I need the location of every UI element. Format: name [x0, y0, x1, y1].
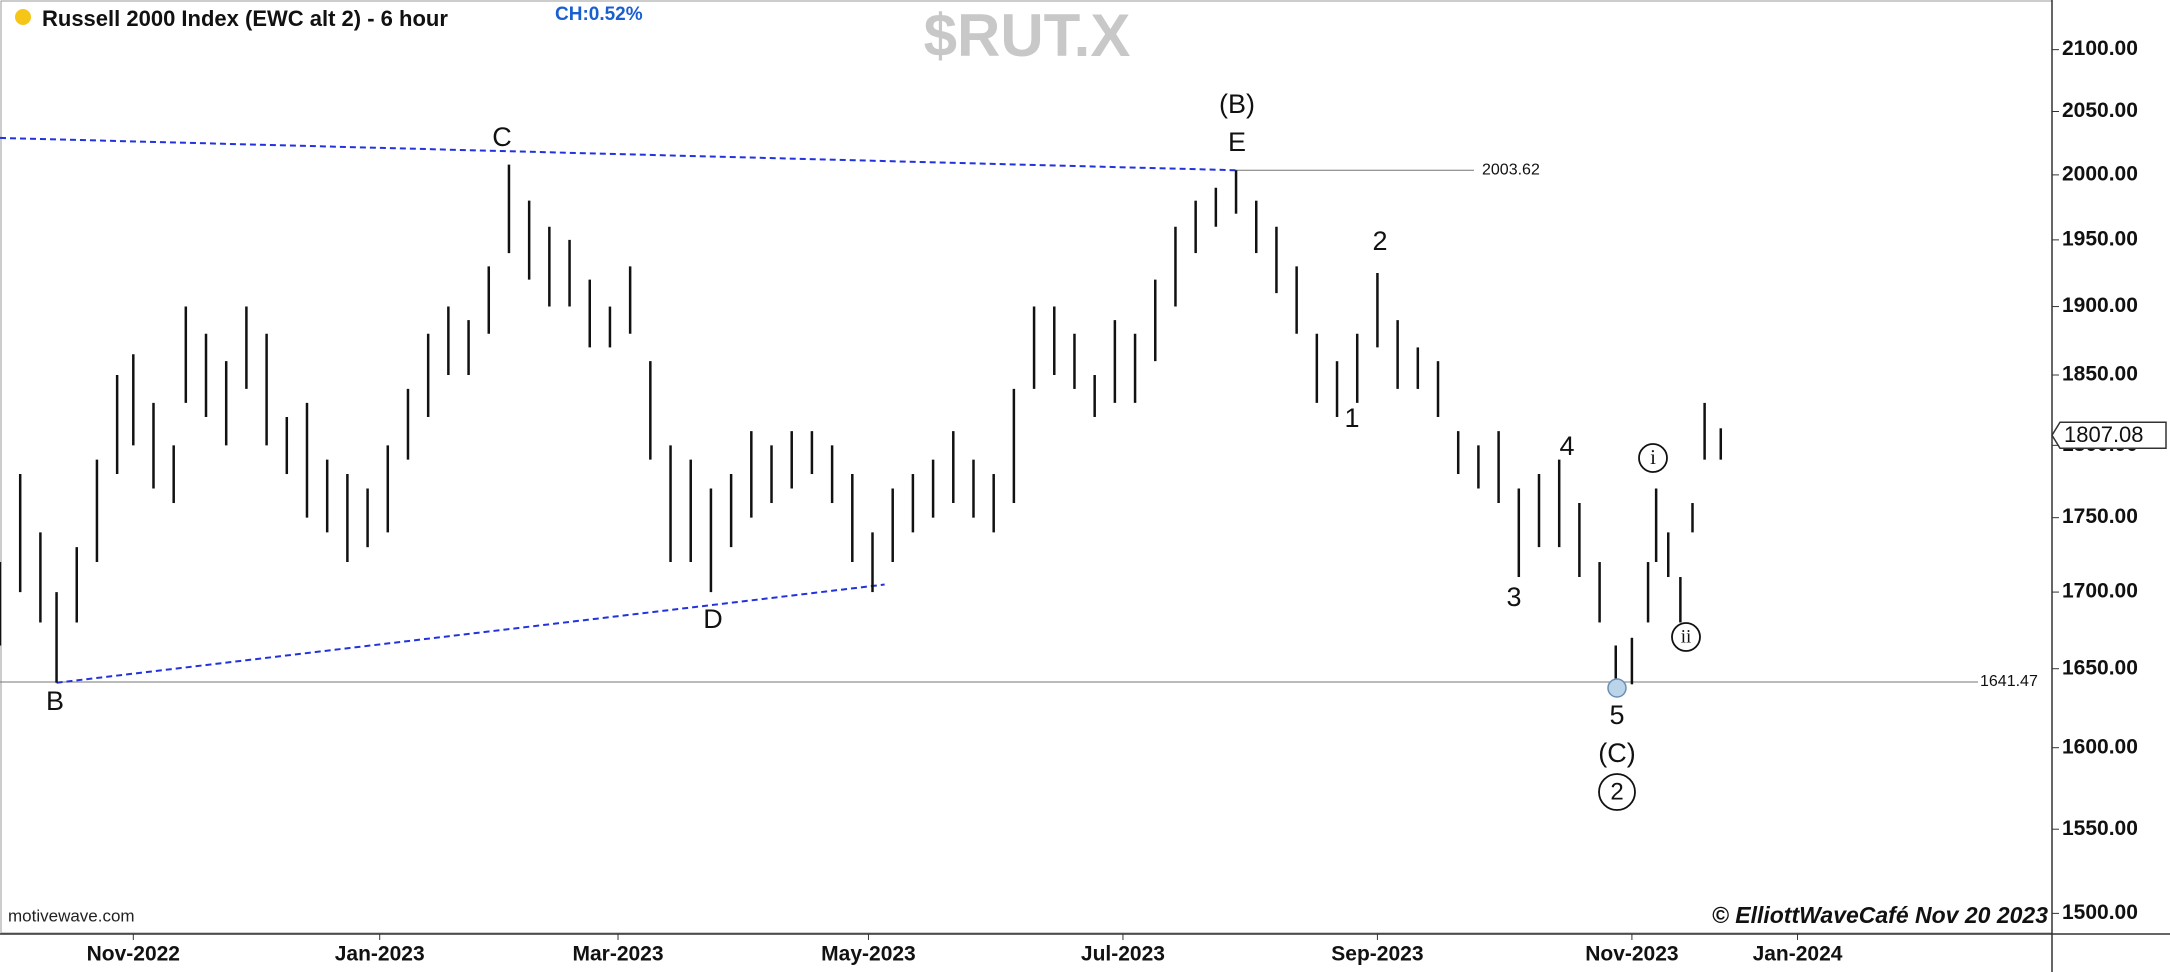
- y-tick-label: 1900.00: [2062, 294, 2138, 317]
- status-dot: [15, 9, 31, 25]
- wave-label: 5: [1609, 700, 1624, 730]
- wave-label: i: [1650, 445, 1656, 469]
- level-label: 2003.62: [1482, 161, 1540, 178]
- wave-label: 1: [1344, 403, 1359, 433]
- wave-label: 2: [1372, 226, 1387, 256]
- y-tick-label: 1950.00: [2062, 227, 2138, 250]
- y-tick-label: 1550.00: [2062, 817, 2138, 840]
- x-tick-label: May-2023: [821, 943, 916, 966]
- wave-label: B: [46, 686, 64, 716]
- chart-title: Russell 2000 Index (EWC alt 2) - 6 hour: [42, 6, 448, 31]
- trendline: [0, 136, 1237, 172]
- last-price-tag: [2051, 421, 2167, 450]
- wave-label: E: [1228, 127, 1246, 157]
- y-tick-label: 1500.00: [2062, 901, 2138, 924]
- wave-circle: [1598, 773, 1636, 811]
- y-tick-label: 2000.00: [2062, 162, 2138, 185]
- x-tick-label: Jan-2024: [1753, 943, 1843, 966]
- copyright-label: © ElliottWaveCafé Nov 20 2023: [1712, 902, 2048, 928]
- level-label-box: [1978, 671, 2042, 694]
- y-tick-label: 1650.00: [2062, 656, 2138, 679]
- wave-circle: [1638, 443, 1668, 473]
- x-tick-label: Jan-2023: [335, 943, 425, 966]
- y-tick-label: 2050.00: [2062, 99, 2138, 122]
- change-label: CH:0.52%: [555, 4, 643, 25]
- x-tick-label: Jul-2023: [1081, 943, 1165, 966]
- x-tick-label: Mar-2023: [572, 943, 663, 966]
- wave-label: 3: [1506, 582, 1521, 612]
- x-tick-label: Sep-2023: [1331, 943, 1423, 966]
- wave-label: C: [492, 122, 512, 152]
- source-label: motivewave.com: [8, 906, 135, 925]
- x-tick-label: Nov-2022: [87, 943, 180, 966]
- y-tick-label: 1850.00: [2062, 363, 2138, 386]
- y-tick-label: 1700.00: [2062, 580, 2138, 603]
- trendline: [56, 583, 885, 684]
- y-tick-label: 1750.00: [2062, 505, 2138, 528]
- wave-label: (C): [1598, 738, 1635, 768]
- wave-label: ii: [1681, 626, 1692, 647]
- level-label: 1641.47: [1980, 673, 2038, 690]
- wave-label: D: [703, 604, 723, 634]
- last-price-label: 1807.08: [2064, 422, 2144, 447]
- symbol-watermark: $RUT.X: [924, 2, 1131, 69]
- y-tick-label: 1600.00: [2062, 735, 2138, 758]
- wave-label: 4: [1559, 431, 1574, 461]
- wave-label: (B): [1219, 89, 1255, 119]
- x-tick-label: Nov-2023: [1585, 943, 1678, 966]
- wave-circle: [1671, 622, 1701, 652]
- pivot-marker: [1607, 678, 1627, 698]
- y-tick-label: 2100.00: [2062, 37, 2138, 60]
- wave-label: 2: [1610, 778, 1623, 805]
